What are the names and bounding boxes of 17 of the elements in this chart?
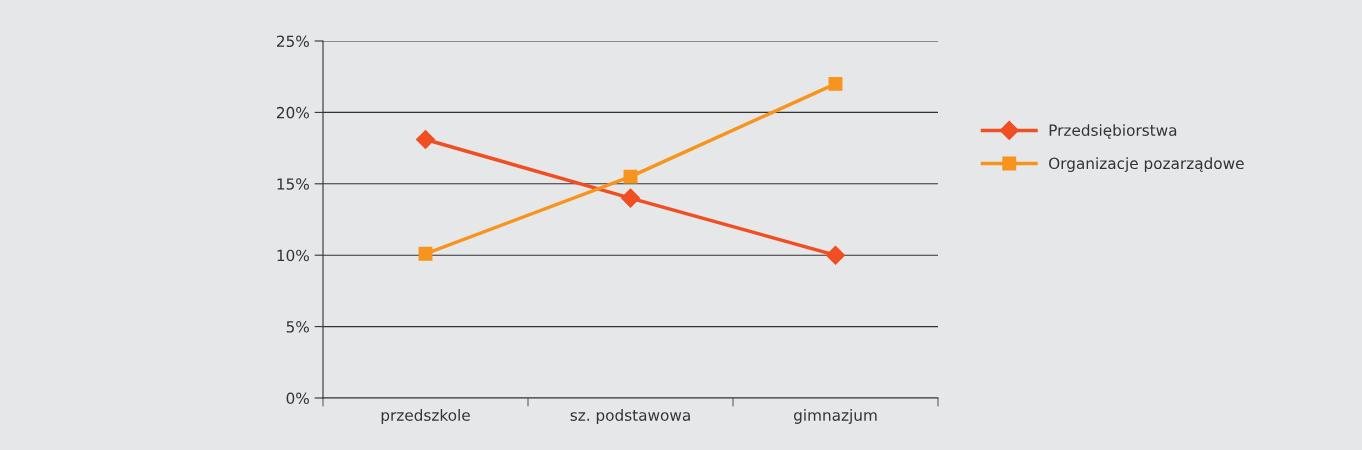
point xyxy=(825,245,846,265)
x-tick-label: gimnazjum xyxy=(793,409,877,424)
point xyxy=(623,169,638,184)
y-tick-label: 25% xyxy=(276,35,309,48)
y-tick-label: 5% xyxy=(286,321,309,333)
point xyxy=(418,246,433,261)
point xyxy=(620,188,641,208)
x-tick-label: sz. podstawowa xyxy=(570,409,690,424)
y-tick-label: 20% xyxy=(276,106,309,119)
point xyxy=(415,129,436,150)
y-tick-label: 15% xyxy=(277,178,309,190)
legend-label: Przedsiębiorstwa xyxy=(1049,124,1177,139)
point xyxy=(828,76,843,91)
y-tick-label: 10% xyxy=(277,249,309,262)
legend-label: Organizacje pozarządowe xyxy=(1049,157,1244,173)
y-tick-label: 0% xyxy=(286,392,309,405)
x-tick-label: przedszkole xyxy=(381,409,470,424)
